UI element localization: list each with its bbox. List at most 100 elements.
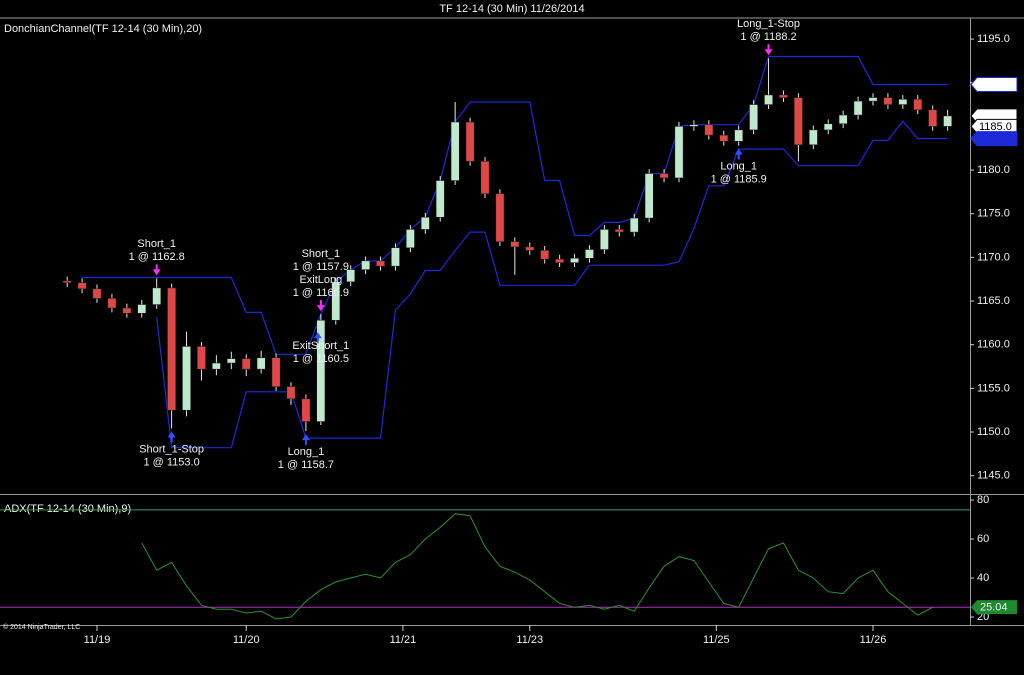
- adx-panel-title: ADX(TF 12-14 (30 Min),9): [4, 503, 131, 515]
- candle-body: [435, 180, 445, 218]
- candle-body: [734, 129, 744, 142]
- trade-arrow: [167, 431, 176, 443]
- candle-body: [600, 229, 609, 250]
- candle-body: [659, 173, 669, 179]
- y-tick-label: 1155.0: [977, 382, 1010, 394]
- trade-label: 1 @ 1153.0: [143, 456, 199, 468]
- candle-body: [167, 287, 176, 411]
- candle-body: [614, 229, 624, 233]
- candle-body: [92, 288, 102, 299]
- channel-upper: [82, 55, 948, 355]
- candle-body: [406, 229, 415, 249]
- candle-body: [749, 104, 758, 131]
- candle-body: [540, 250, 550, 260]
- trade-arrow: [764, 44, 773, 56]
- last-value-tag: [971, 600, 1017, 615]
- trade-label: Short_1: [137, 238, 176, 250]
- trade-label: 1 @ 1160.5: [293, 353, 349, 365]
- trade-arrow: [316, 300, 325, 312]
- x-tick-label: 11/25: [703, 634, 730, 646]
- candle-body: [182, 346, 191, 411]
- candle-body: [853, 100, 863, 116]
- candle-body: [62, 280, 72, 283]
- candle-body: [928, 109, 938, 127]
- candle-body: [495, 193, 505, 242]
- y-tick-label: 1180.0: [977, 164, 1010, 176]
- candle-body: [301, 398, 311, 422]
- adx-line: [141, 513, 933, 620]
- trade-label: Short_1: [302, 248, 341, 260]
- candle-body: [480, 161, 490, 194]
- candle-body: [838, 114, 848, 125]
- candle-body: [585, 249, 594, 259]
- trade-label: 1 @ 1158.7: [278, 459, 334, 471]
- y-tick-label: 1145.0: [977, 470, 1010, 482]
- candle-body: [644, 173, 654, 219]
- candle-body: [122, 307, 132, 314]
- candle-body: [868, 97, 878, 102]
- candle-body: [555, 258, 564, 263]
- candle-body: [674, 126, 684, 179]
- candle-body: [525, 246, 535, 251]
- candle-body: [152, 287, 162, 305]
- candle-body: [719, 134, 729, 142]
- price-tag: [970, 76, 1018, 92]
- candle-body: [346, 269, 356, 283]
- x-tick-label: 11/21: [390, 634, 417, 646]
- candle-body: [943, 115, 952, 127]
- candle-body: [331, 281, 341, 321]
- candle-body: [316, 319, 326, 422]
- y-tick-label: 1165.0: [977, 295, 1010, 307]
- y-tick-label: 1160.0: [977, 339, 1010, 351]
- x-tick-label: 11/26: [860, 634, 887, 646]
- trade-label: 1 @ 1185.9: [711, 174, 767, 186]
- y-tick-label: 80: [977, 494, 989, 506]
- candle-body: [898, 99, 908, 105]
- trade-arrow: [734, 148, 743, 160]
- price-tag: [970, 131, 1018, 147]
- candle-body: [764, 94, 773, 105]
- trade-label: 1 @ 1157.9: [293, 261, 349, 273]
- trade-label: 1 @ 1162.8: [129, 251, 185, 263]
- candle-body: [570, 257, 579, 263]
- copyright: © 2014 NinjaTrader, LLC: [3, 623, 80, 631]
- candle-body: [271, 357, 281, 387]
- x-tick-label: 11/20: [233, 634, 260, 646]
- candle-body: [510, 241, 520, 248]
- y-tick-label: 60: [977, 533, 989, 545]
- candle-body: [241, 358, 251, 370]
- candle-body: [391, 247, 400, 267]
- y-tick-label: 40: [977, 572, 989, 584]
- x-tick-label: 11/23: [516, 634, 543, 646]
- y-tick-label: 1150.0: [977, 426, 1010, 438]
- trade-arrow: [313, 332, 322, 344]
- candle-body: [794, 97, 803, 145]
- candle-body: [779, 94, 788, 98]
- candle-body: [465, 121, 475, 162]
- last-value-label: 25.04: [980, 602, 1008, 614]
- trade-label: Long_1: [720, 161, 757, 173]
- candle-body: [689, 124, 699, 127]
- candle-body: [212, 362, 221, 370]
- trade-label: Short_1-Stop: [139, 443, 204, 455]
- trade-label: ExitShort_1: [292, 340, 349, 352]
- candle-body: [883, 97, 893, 105]
- trade-arrow: [152, 264, 161, 276]
- price-tag-label: 1185.0: [979, 121, 1012, 133]
- candle-body: [808, 129, 818, 145]
- y-tick-label: 1175.0: [977, 208, 1010, 220]
- candle-body: [256, 357, 266, 370]
- trade-label: Long_1: [288, 446, 325, 458]
- candle-body: [226, 358, 236, 364]
- y-tick-label: 1170.0: [977, 251, 1010, 263]
- trade-label: ExitLong: [299, 274, 342, 286]
- y-tick-label: 1195.0: [977, 33, 1010, 45]
- candle-body: [107, 298, 117, 309]
- candle-body: [913, 99, 923, 111]
- candle-body: [629, 217, 639, 233]
- candle-body: [823, 123, 833, 131]
- trade-label: 1 @ 1188.2: [740, 31, 796, 43]
- candle-body: [450, 121, 460, 181]
- candle-body: [376, 260, 385, 267]
